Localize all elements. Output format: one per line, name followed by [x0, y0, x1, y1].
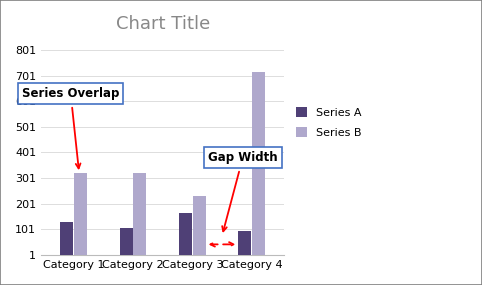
Text: Gap Width: Gap Width	[208, 151, 278, 231]
Legend: Series A, Series B: Series A, Series B	[292, 104, 364, 141]
Text: Series Overlap: Series Overlap	[22, 87, 120, 168]
Bar	[74, 173, 87, 255]
Title: Chart Title: Chart Title	[116, 15, 210, 33]
Bar	[120, 228, 133, 255]
Bar	[238, 231, 252, 255]
Bar	[134, 173, 147, 255]
Bar	[252, 72, 265, 255]
Bar	[179, 213, 192, 255]
Bar	[193, 196, 206, 255]
Bar	[60, 222, 73, 255]
